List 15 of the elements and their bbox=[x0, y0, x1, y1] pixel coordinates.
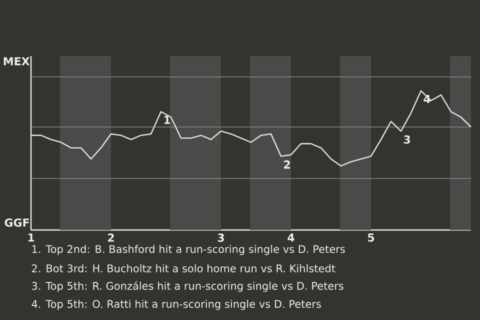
x-tick-label: 4 bbox=[288, 234, 294, 242]
text: MEX bbox=[4, 57, 30, 66]
annotation: 3 bbox=[404, 135, 410, 144]
text: 2. Bot 3rd: H. Bucholtz hit a solo home run vs R. Kihlstedt bbox=[32, 264, 336, 272]
annotation: 4 bbox=[424, 94, 430, 104]
annotation: 1 bbox=[164, 116, 170, 124]
x-tick-label: 3 bbox=[218, 234, 224, 242]
annotation: 2 bbox=[284, 160, 290, 169]
text: 4. Top 5th: O. Ratti hit a run-scoring single vs D. Peters bbox=[32, 300, 321, 310]
text: GGF bbox=[4, 218, 29, 227]
text: 3. Top 5th: R. Gonzáles hit a run-scoring single vs D. Peters bbox=[32, 281, 344, 292]
x-tick-label: 1 bbox=[28, 234, 34, 242]
x-tick-label: 5 bbox=[368, 234, 374, 242]
x-tick-label: 2 bbox=[108, 234, 114, 242]
text: 1. Top 2nd: B. Bashford hit a run-scoring single vs D. Peters bbox=[32, 244, 345, 256]
